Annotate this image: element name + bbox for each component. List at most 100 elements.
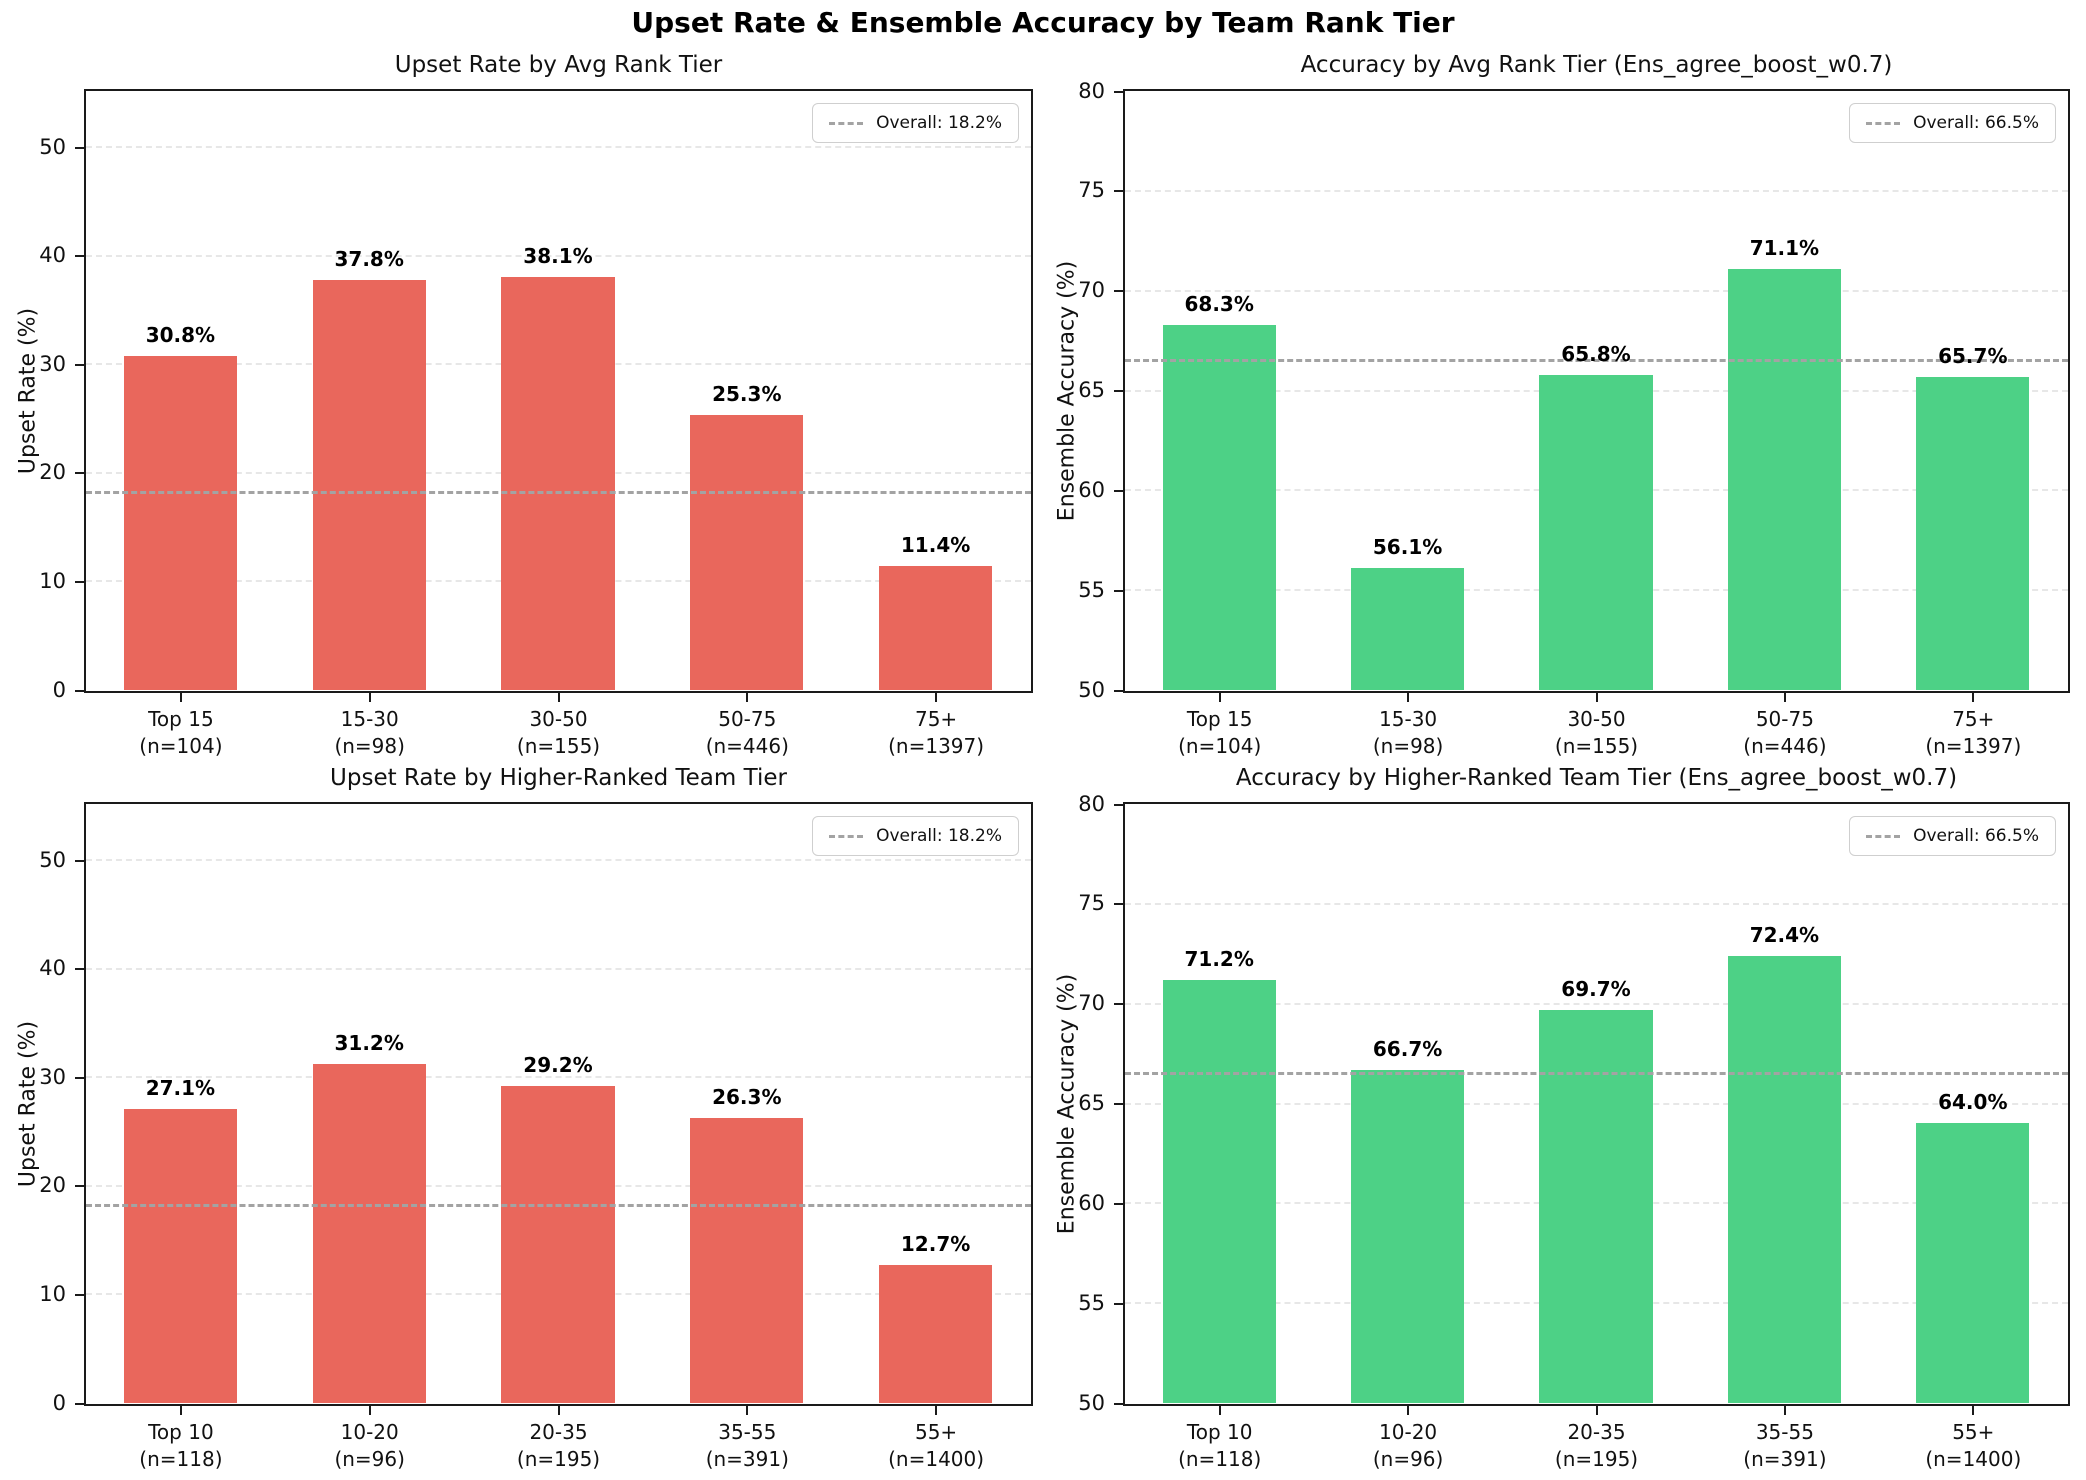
y-tick-mark (75, 1402, 84, 1405)
bar-value-label: 65.7% (1938, 343, 2008, 368)
y-tick-label: 30 (39, 351, 66, 376)
y-tick-label: 50 (1078, 677, 1105, 702)
y-axis-label-upset-higher-rank: Upset Rate (%) (15, 1020, 41, 1188)
x-tick-mark (1595, 1406, 1598, 1415)
overall-average-line (86, 490, 1031, 494)
bar (501, 1086, 615, 1403)
y-tick-label: 50 (39, 847, 66, 872)
y-tick-mark (75, 1293, 84, 1296)
gridline (86, 1076, 1031, 1079)
bar (123, 1108, 238, 1403)
bar-value-label: 65.8% (1561, 341, 1631, 366)
x-tick-mark (935, 1406, 938, 1415)
bar-value-label: 37.8% (334, 246, 404, 271)
y-tick-mark (1114, 90, 1123, 93)
y-tick-mark (1114, 1402, 1123, 1405)
y-tick-label: 50 (1078, 1390, 1105, 1415)
bar-value-label: 68.3% (1184, 291, 1254, 316)
plot-inner: 68.3% 56.1% 65.8% 71.1% 65.7% Overall: 66.5% (1125, 91, 2068, 691)
chart-title-accuracy-higher-rank: Accuracy by Higher-Ranked Team Tier (Ens… (1235, 765, 1958, 791)
bar (312, 279, 426, 690)
x-tick-mark (1595, 693, 1598, 702)
gridline (1125, 902, 2068, 905)
y-tick-mark (75, 1185, 84, 1188)
x-tick-label: 35-55 (n=391) (1743, 1420, 1827, 1471)
x-tick-label: 30-50 (n=155) (1554, 707, 1639, 758)
x-tick-mark (746, 693, 749, 702)
y-tick-label: 60 (1078, 477, 1105, 502)
x-tick-mark (935, 693, 938, 702)
plot-area-accuracy-higher-rank: 71.2% 66.7% 69.7% 72.4% 64.0% Overall: 66.5% (1123, 802, 2070, 1406)
y-tick-label: 70 (1078, 278, 1105, 303)
y-tick-label: 30 (39, 1064, 66, 1089)
y-tick-mark (1114, 489, 1123, 492)
dashed-line-icon (1866, 834, 1901, 838)
bar (1539, 374, 1653, 690)
bar (312, 1064, 426, 1403)
x-tick-label: 30-50 (n=155) (516, 707, 601, 758)
x-tick-label: 15-30 (n=98) (1372, 707, 1444, 758)
bar-value-label: 29.2% (523, 1053, 593, 1078)
x-tick-label: 35-55 (n=391) (705, 1420, 789, 1471)
figure-title: Upset Rate & Ensemble Accuracy by Team R… (631, 6, 1455, 39)
y-tick-label: 75 (1078, 891, 1105, 916)
x-tick-mark (1407, 693, 1410, 702)
bar (1539, 1009, 1653, 1403)
legend: Overall: 18.2% (812, 816, 1019, 856)
bar (878, 1265, 993, 1403)
y-tick-label: 0 (52, 677, 66, 702)
x-tick-label: 20-35 (n=195) (516, 1420, 601, 1471)
bar (878, 566, 993, 690)
plot-inner: 71.2% 66.7% 69.7% 72.4% 64.0% Overall: 66.5% (1125, 804, 2068, 1404)
x-tick-mark (746, 1406, 749, 1415)
x-tick-mark (368, 693, 371, 702)
y-tick-label: 20 (39, 1173, 66, 1198)
dashed-line-icon (829, 834, 864, 838)
gridline (1125, 189, 2068, 192)
y-tick-mark (1114, 290, 1123, 293)
plot-area-accuracy-avg-rank: 68.3% 56.1% 65.8% 71.1% 65.7% Overall: 66.5% (1123, 89, 2070, 693)
y-tick-mark (1114, 689, 1123, 692)
chart-title-upset-avg-rank: Upset Rate by Avg Rank Tier (394, 52, 723, 78)
bar (1727, 268, 1841, 690)
x-tick-mark (368, 1406, 371, 1415)
x-tick-mark (557, 693, 560, 702)
gridline (1125, 289, 2068, 292)
x-tick-label: 50-75 (n=446) (705, 707, 789, 758)
bar-value-label: 12.7% (900, 1232, 971, 1257)
bar-value-label: 30.8% (145, 322, 216, 347)
bar-value-label: 71.1% (1749, 235, 1820, 260)
overall-average-line (86, 1203, 1031, 1207)
gridline (86, 859, 1031, 862)
overall-average-line (1125, 1071, 2068, 1075)
y-tick-mark (75, 363, 84, 366)
y-tick-mark (75, 255, 84, 258)
plot-area-upset-higher-rank: 27.1% 31.2% 29.2% 26.3% 12.7% Overall: 18.2% (84, 802, 1033, 1406)
y-tick-label: 70 (1078, 991, 1105, 1016)
bar (123, 355, 238, 690)
y-tick-label: 75 (1078, 178, 1105, 203)
y-tick-mark (75, 1076, 84, 1079)
bar-value-label: 38.1% (523, 243, 593, 268)
y-tick-mark (1114, 803, 1123, 806)
y-tick-mark (1114, 1003, 1123, 1006)
x-tick-label: 75+ (n=1397) (1925, 707, 2022, 758)
x-tick-label: 75+ (n=1397) (888, 707, 985, 758)
plot-inner: 27.1% 31.2% 29.2% 26.3% 12.7% Overall: 18.2% (86, 804, 1031, 1404)
x-tick-mark (557, 1406, 560, 1415)
y-tick-mark (1114, 1302, 1123, 1305)
x-tick-label: Top 10 (n=118) (1178, 1420, 1262, 1471)
y-tick-label: 50 (39, 134, 66, 159)
x-tick-mark (1218, 1406, 1221, 1415)
x-tick-label: Top 15 (n=104) (139, 707, 223, 758)
bar-value-label: 66.7% (1372, 1036, 1443, 1061)
y-tick-mark (1114, 190, 1123, 193)
legend: Overall: 66.5% (1849, 103, 2056, 143)
y-tick-label: 65 (1078, 378, 1105, 402)
plot-inner: 30.8% 37.8% 38.1% 25.3% 11.4% Overall: 18.2% (86, 91, 1031, 691)
bar-value-label: 26.3% (712, 1084, 782, 1109)
bar (690, 415, 804, 690)
x-tick-mark (1218, 693, 1221, 702)
y-tick-label: 65 (1078, 1091, 1105, 1115)
bar-value-label: 11.4% (900, 533, 971, 558)
